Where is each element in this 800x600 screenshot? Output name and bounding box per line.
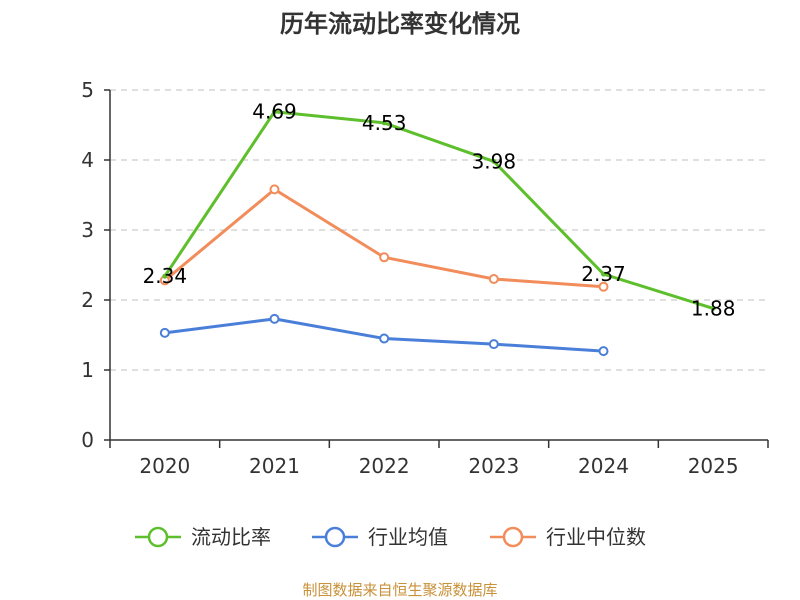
data-label: 3.98 (472, 149, 517, 173)
legend-label-0: 流动比率 (191, 525, 271, 549)
series-0-point (381, 120, 387, 126)
data-label: 1.88 (691, 296, 736, 320)
series-1-point (379, 333, 390, 344)
series-2-point (269, 184, 280, 195)
legend-swatch-marker-2 (502, 526, 524, 548)
series-0-point (601, 271, 606, 277)
y-tick-label: 0 (81, 428, 94, 452)
y-tick-label: 5 (81, 78, 94, 102)
data-label: 2.37 (581, 262, 626, 286)
data-label-layer: 2.34 4.69 4.53 3.98 2.37 1.88 (143, 100, 736, 321)
series-1-point (269, 313, 280, 324)
series-2-point (488, 274, 499, 284)
y-tick-label: 4 (81, 148, 94, 172)
series-2-point (598, 281, 609, 292)
legend-swatch-marker-1 (324, 526, 346, 548)
series-2-line (163, 187, 604, 289)
series-0-point (491, 158, 497, 164)
source-note: 制图数据来自恒生聚源数据库 (302, 581, 497, 599)
series-1-point (488, 339, 499, 350)
data-label: 2.34 (143, 264, 188, 288)
data-label: 4.69 (252, 100, 297, 124)
x-tick-label: 2023 (468, 454, 519, 478)
axis-layer: 0 1 2 3 4 5 2020 2021 2022 2023 2024 2025 (81, 78, 769, 478)
x-tick-label: 2024 (578, 454, 629, 478)
legend-label-2: 行业中位数 (546, 525, 646, 549)
legend-label-1: 行业均值 (368, 525, 448, 549)
series-0-point (710, 305, 716, 311)
x-tick-label: 2025 (688, 454, 739, 478)
x-tick-label: 2020 (139, 454, 190, 478)
series-1-point (159, 327, 170, 338)
series-1-point (598, 346, 609, 357)
data-label: 4.53 (362, 111, 407, 135)
y-tick-label: 1 (81, 358, 94, 382)
y-tick-label: 3 (81, 218, 94, 242)
x-tick-label: 2022 (359, 454, 410, 478)
x-tick-label: 2021 (249, 454, 300, 478)
series-layer (159, 109, 716, 357)
y-tick-label: 2 (81, 288, 94, 312)
series-0-line (163, 110, 714, 310)
legend: 流动比率 行业均值 行业中位数 (135, 525, 646, 549)
series-2-point (379, 252, 390, 263)
series-0-point (272, 109, 277, 115)
series-0-point (162, 273, 168, 279)
legend-swatch-marker-0 (147, 526, 169, 548)
chart-title: 历年流动比率变化情况 (280, 10, 520, 38)
